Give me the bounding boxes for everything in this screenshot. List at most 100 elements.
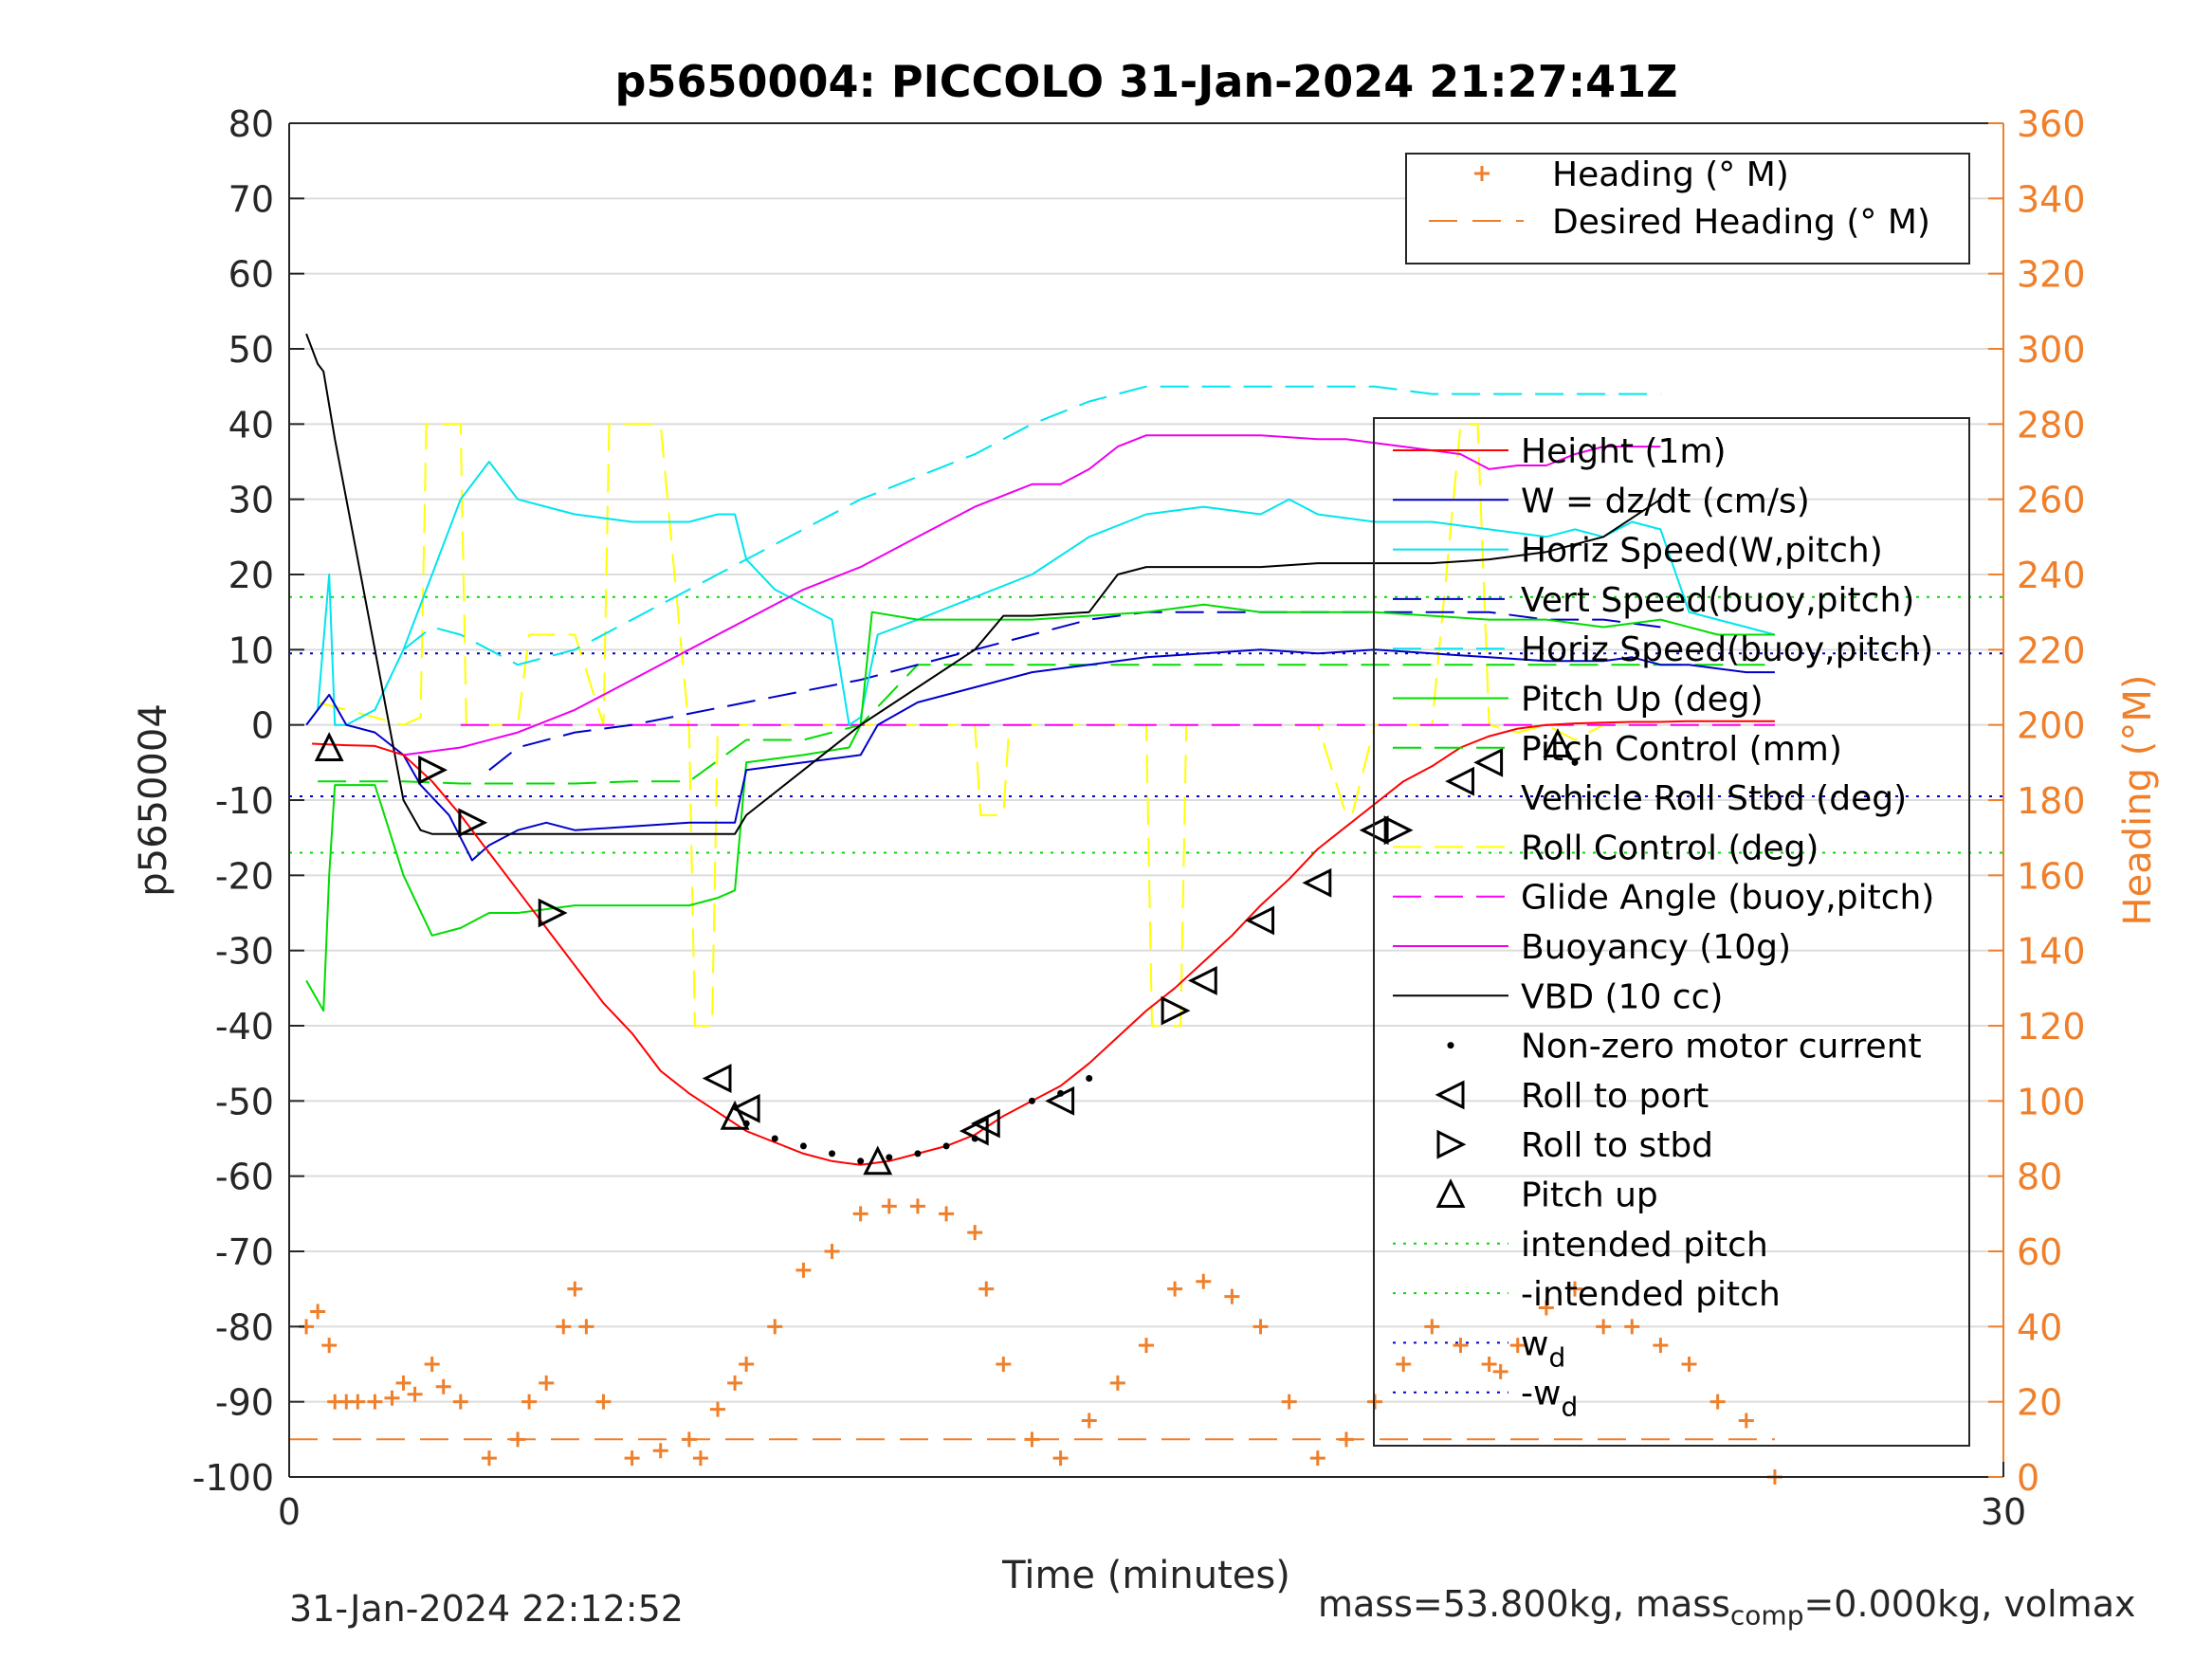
heading-point (578, 1319, 594, 1335)
roll-to-stbd-marker (458, 808, 488, 838)
motor-current-dot (1028, 1097, 1035, 1104)
legend-main-label: Horiz Speed(buoy,pitch) (1521, 630, 1933, 669)
heading-point (739, 1357, 755, 1372)
y-tick-label: -10 (215, 780, 274, 822)
heading-point (539, 1375, 555, 1391)
y2-tick-label: 260 (2017, 480, 2086, 521)
legend-main-label: -intended pitch (1521, 1275, 1781, 1314)
heading-point (310, 1304, 326, 1320)
roll-to-port-marker (1245, 905, 1275, 936)
heading-point (1367, 1394, 1383, 1410)
roll-to-port-marker (702, 1064, 732, 1093)
heading-point (395, 1375, 411, 1391)
y-tick-label: 70 (229, 178, 274, 220)
roll-to-stbd-marker (418, 755, 448, 785)
y2-tick-label: 180 (2017, 780, 2086, 822)
y-tick-label: 30 (229, 480, 274, 521)
roll-to-stbd-marker (538, 898, 568, 928)
y2-tick-label: 80 (2017, 1157, 2062, 1198)
y2-tick-label: 220 (2017, 629, 2086, 671)
heading-point (727, 1375, 743, 1391)
heading-point (1538, 1300, 1554, 1316)
heading-point (1653, 1338, 1669, 1354)
legend-main-label: Height (1m) (1521, 432, 1727, 471)
y-axis-label: p5650004 (132, 703, 175, 897)
legend-main-label: Pitch up (1521, 1176, 1658, 1215)
y-tick-label: -100 (192, 1457, 274, 1499)
heading-point (909, 1198, 925, 1214)
legend-main-label: Non-zero motor current (1521, 1028, 1922, 1066)
heading-point (1624, 1319, 1640, 1335)
w-line (305, 648, 1775, 862)
heading-point (595, 1394, 612, 1410)
legend-main-label: VBD (10 cc) (1521, 977, 1723, 1016)
y2-tick-label: 300 (2017, 329, 2086, 371)
roll-to-port-marker (730, 1093, 760, 1123)
roll-to-stbd-marker (1161, 995, 1191, 1026)
y2-tick-label: 320 (2017, 254, 2086, 296)
heading-point (407, 1386, 423, 1402)
y2-tick-label: 60 (2017, 1231, 2062, 1273)
heading-point (1024, 1431, 1040, 1448)
y-tick-label: -90 (215, 1382, 274, 1424)
motor-current-dot (771, 1135, 778, 1142)
heading-point (367, 1394, 383, 1410)
x-tick-label: 30 (1981, 1491, 2026, 1533)
pitch-up-marker (720, 1100, 750, 1130)
heading-point (510, 1431, 526, 1448)
horiz-speed-buoy-line (402, 385, 1661, 666)
y2-tick-label: 280 (2017, 404, 2086, 446)
heading-point (424, 1357, 440, 1372)
y-tick-label: 50 (229, 329, 274, 371)
heading-point (384, 1390, 400, 1406)
heading-point (1681, 1357, 1697, 1372)
legend-main-box (1373, 417, 1970, 1447)
heading-point (481, 1450, 497, 1467)
heading-point (1738, 1413, 1754, 1429)
legend-swatch (1435, 1178, 1466, 1208)
motor-current-dot (857, 1158, 865, 1165)
motor-current-dot (1086, 1075, 1093, 1083)
roll-to-port-marker (1473, 747, 1504, 777)
y2-tick-label: 140 (2017, 931, 2086, 973)
heading-point (1167, 1281, 1183, 1297)
vbd-line (305, 333, 1661, 835)
x-axis-label: Time (minutes) (1001, 1554, 1290, 1597)
heading-point (1396, 1357, 1412, 1372)
legend-top-label: Desired Heading (° M) (1552, 203, 1930, 242)
legend-heading-marker (1474, 166, 1490, 181)
heading-point (692, 1450, 708, 1467)
y2-tick-label: 40 (2017, 1306, 2062, 1348)
heading-point (567, 1281, 583, 1297)
motor-current-dot (914, 1150, 922, 1158)
heading-point (1309, 1450, 1325, 1467)
heading-point (1338, 1431, 1354, 1448)
legend-main-label: Pitch Up (deg) (1521, 681, 1764, 720)
heading-point (350, 1394, 366, 1410)
y-tick-label: -50 (215, 1081, 274, 1122)
legend-main-label: Pitch Control (mm) (1521, 730, 1842, 769)
legend-top-label: Heading (° M) (1552, 155, 1789, 194)
heading-point (939, 1206, 955, 1222)
legend-top-box (1405, 153, 1970, 264)
y2-tick-label: 240 (2017, 555, 2086, 596)
legend-main-label: Roll to stbd (1521, 1126, 1713, 1165)
heading-point (967, 1225, 983, 1241)
y-tick-label: 80 (229, 103, 274, 145)
motor-current-dot (799, 1142, 807, 1150)
y-tick-label: -20 (215, 855, 274, 897)
heading-point (1052, 1450, 1069, 1467)
y2-tick-label: 200 (2017, 705, 2086, 747)
y-tick-label: 40 (229, 404, 274, 446)
heading-point (1081, 1413, 1097, 1429)
y-tick-label: 10 (229, 629, 274, 671)
heading-point (624, 1450, 640, 1467)
heading-point (1709, 1394, 1726, 1410)
heading-point (710, 1401, 725, 1417)
horiz-speed-w-line (305, 461, 1776, 726)
heading-point (1567, 1281, 1582, 1297)
roll-to-port-marker (970, 1108, 1000, 1139)
y2-tick-label: 160 (2017, 855, 2086, 897)
legend-main-label: W = dz/dt (cm/s) (1521, 482, 1810, 520)
